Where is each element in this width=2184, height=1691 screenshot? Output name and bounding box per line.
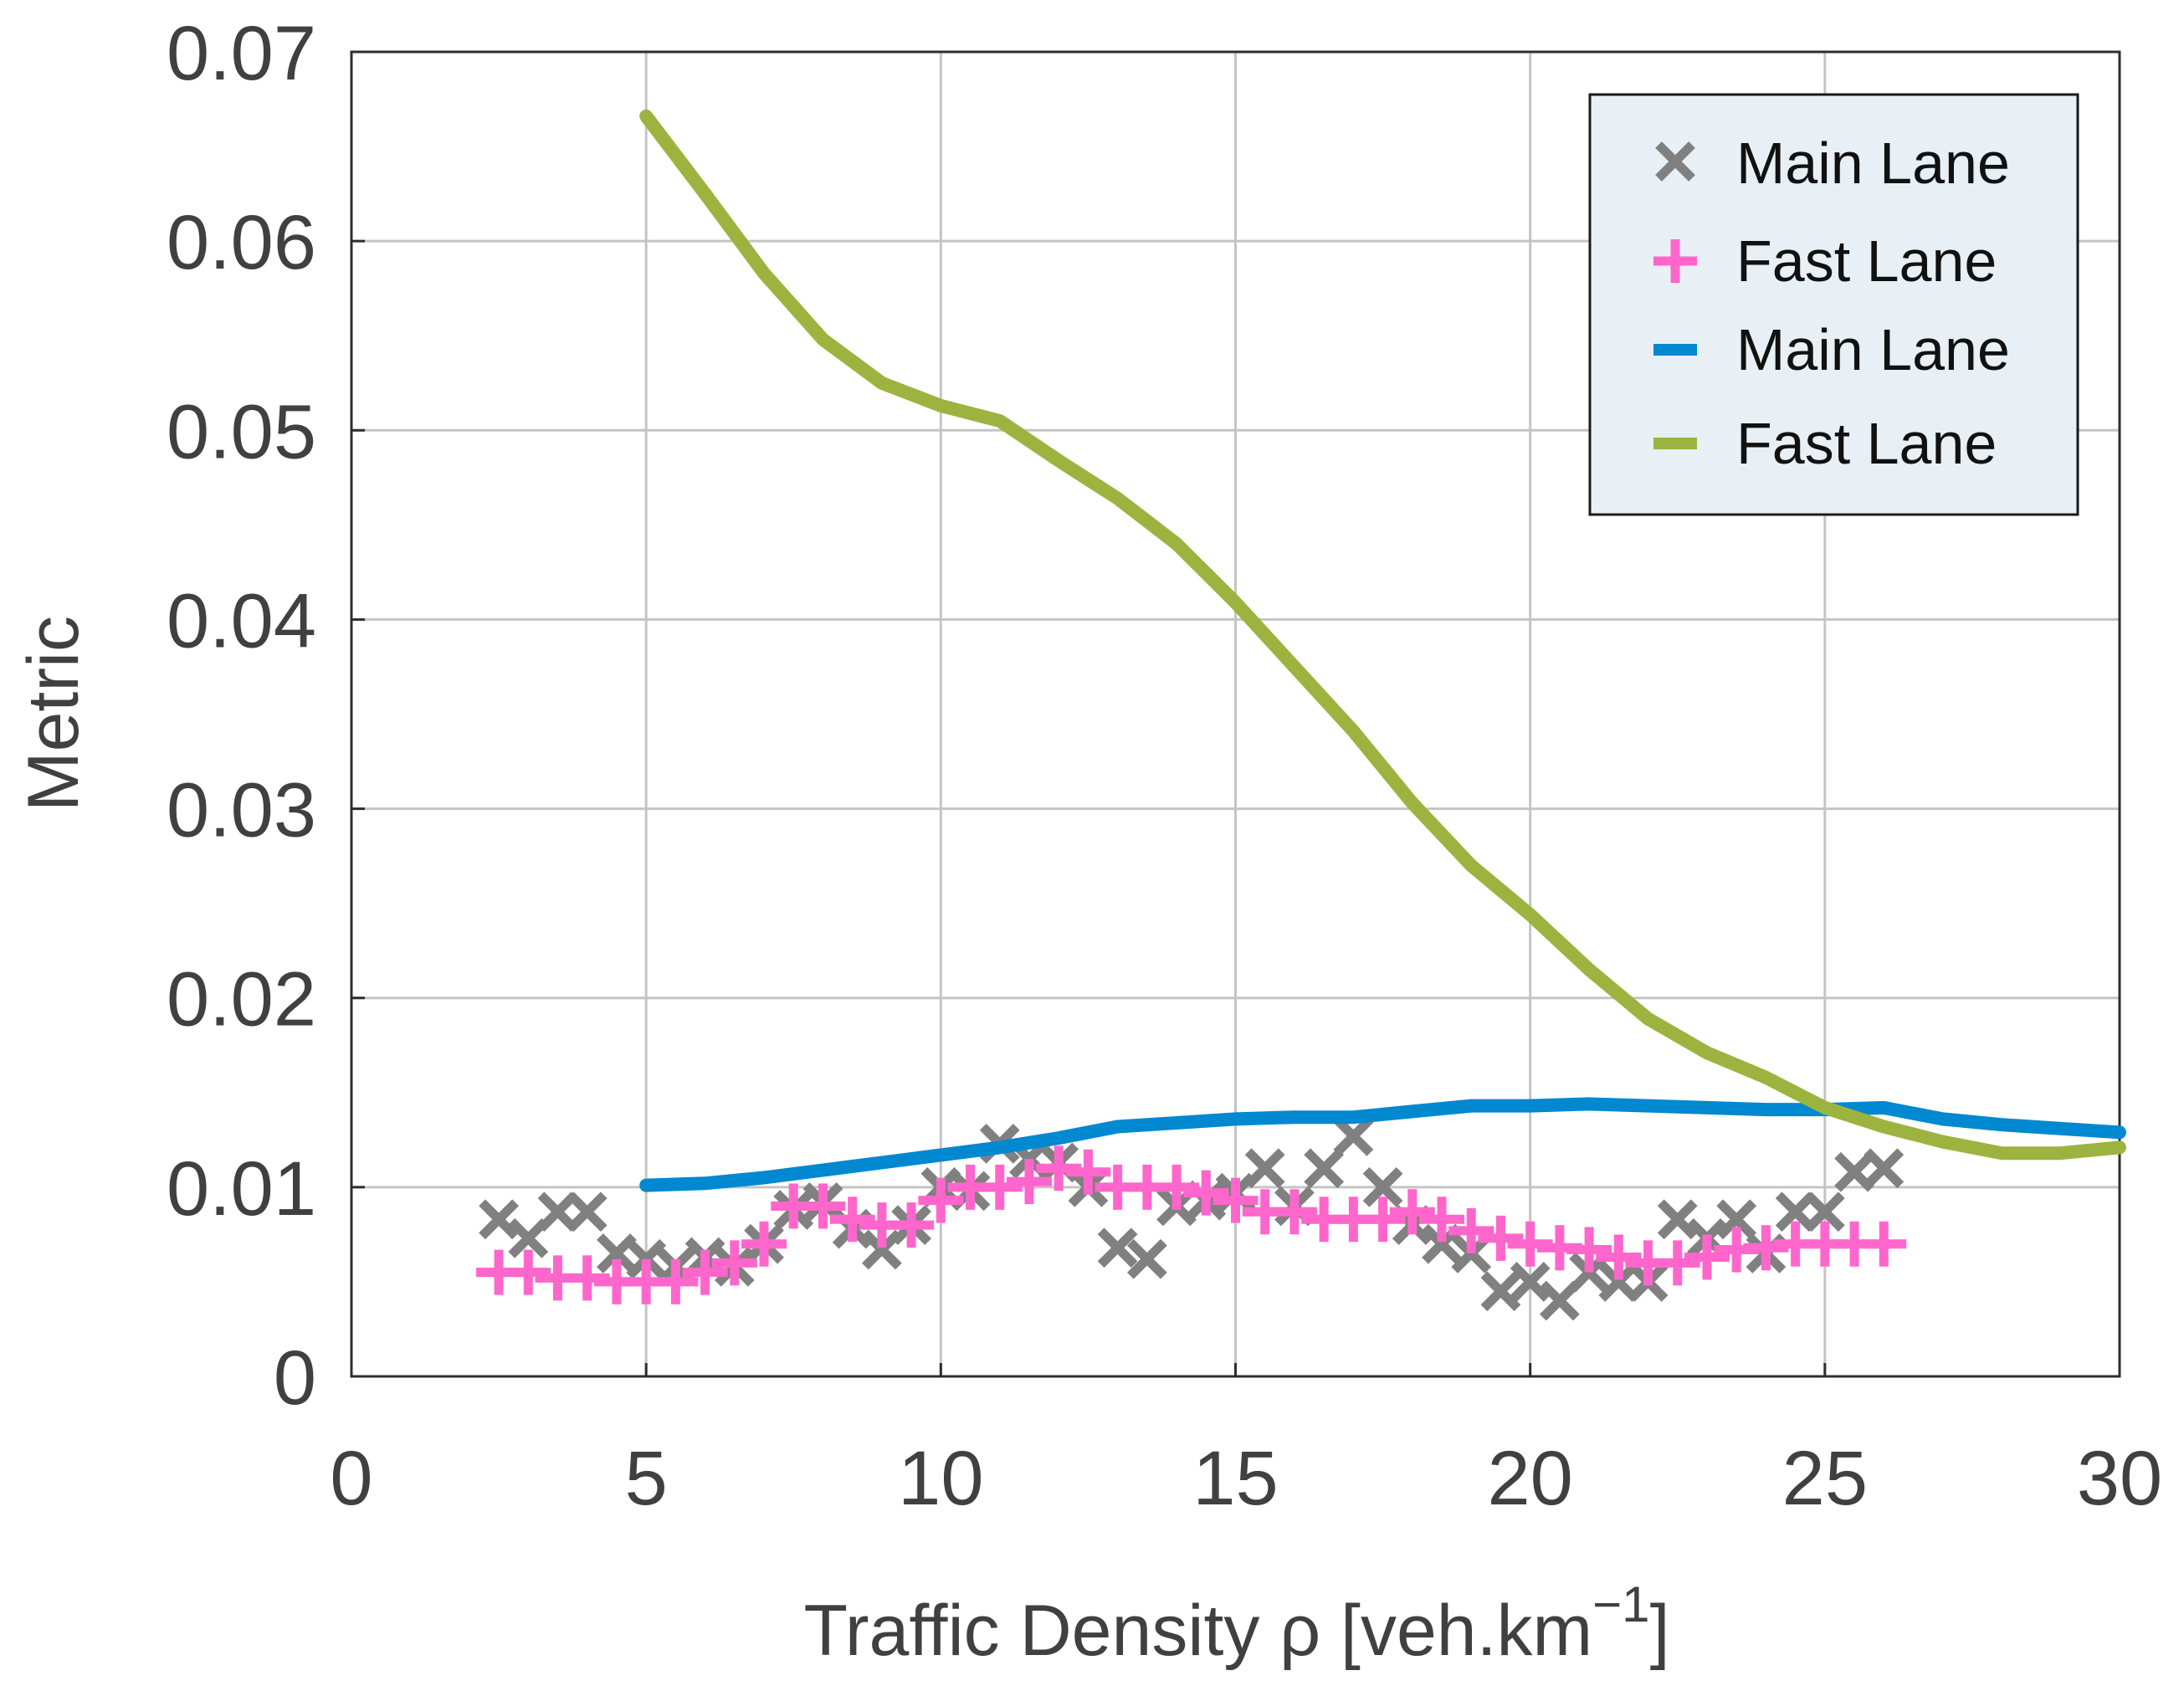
data-point-plus-marker — [1271, 1189, 1317, 1235]
legend-item-main-lane-line: Main Lane — [1653, 317, 2010, 382]
data-point-x-marker — [1657, 1199, 1698, 1240]
data-point-plus-marker — [1212, 1177, 1259, 1223]
data-point-plus-marker — [1654, 1240, 1700, 1286]
data-point-plus-marker — [918, 1177, 964, 1223]
data-point-x-marker — [1097, 1227, 1138, 1268]
data-point-x-marker — [537, 1191, 578, 1232]
data-point-x-marker — [567, 1191, 608, 1232]
legend-plus-marker-icon — [1653, 239, 1697, 283]
x-tick-label: 30 — [2077, 1436, 2162, 1521]
data-point-x-marker — [479, 1199, 519, 1240]
data-point-plus-marker — [1419, 1197, 1465, 1243]
legend-label: Fast Lane — [1736, 411, 1997, 476]
x-axis-title-main: Traffic Density ρ [veh.km — [804, 1591, 1593, 1671]
data-point-plus-marker — [1154, 1164, 1200, 1210]
y-tick-label: 0.02 — [167, 957, 316, 1043]
x-tick-label: 0 — [330, 1436, 372, 1521]
data-point-plus-marker — [1566, 1227, 1612, 1273]
data-point-plus-marker — [1183, 1170, 1229, 1216]
data-point-plus-marker — [505, 1249, 551, 1295]
data-point-plus-marker — [711, 1240, 757, 1286]
data-point-plus-marker — [741, 1221, 787, 1267]
data-point-plus-marker — [800, 1183, 846, 1229]
legend-label: Main Lane — [1736, 131, 2010, 196]
x-axis-title: Traffic Density ρ [veh.km−1] — [804, 1576, 1670, 1671]
x-tick-label: 20 — [1487, 1436, 1572, 1521]
y-tick-label: 0 — [274, 1335, 316, 1421]
data-point-plus-marker — [829, 1197, 875, 1243]
data-point-x-marker — [1333, 1115, 1374, 1156]
x-axis-title-close: ] — [1650, 1591, 1670, 1671]
y-tick-label: 0.06 — [167, 200, 316, 285]
x-axis-title-superscript: −1 — [1592, 1576, 1649, 1632]
data-point-plus-marker — [1065, 1149, 1111, 1195]
y-axis-title: Metric — [13, 616, 94, 812]
series-layer — [476, 109, 2126, 1321]
legend-label: Main Lane — [1736, 317, 2010, 382]
x-tick-label: 25 — [1782, 1436, 1868, 1521]
legend: Main Lane Fast Lane Main Lane Fast Lane — [1588, 93, 2079, 516]
x-tick-label: 5 — [625, 1436, 668, 1521]
data-point-x-marker — [1510, 1262, 1551, 1302]
data-point-plus-marker — [1478, 1215, 1524, 1261]
y-tick-label: 0.04 — [167, 578, 316, 664]
data-point-x-marker — [1126, 1238, 1167, 1279]
x-tick-label: 15 — [1192, 1436, 1278, 1521]
data-point-x-marker — [1480, 1271, 1521, 1312]
data-point-plus-marker — [1596, 1234, 1642, 1280]
series-3-fast-lane-line — [639, 109, 2126, 1161]
y-tick-label: 0.07 — [167, 11, 316, 96]
y-tick-label: 0.03 — [167, 768, 316, 853]
data-point-plus-marker — [682, 1249, 728, 1295]
data-point-plus-marker — [1684, 1234, 1730, 1280]
legend-item-fast-lane-line: Fast Lane — [1653, 411, 1997, 476]
data-point-x-marker — [1304, 1148, 1345, 1189]
series-line — [639, 1097, 2126, 1192]
legend-item-fast-lane-scatter: Fast Lane — [1653, 228, 1997, 294]
data-point-x-marker — [1716, 1199, 1757, 1240]
series-1-fast-lane-scatter — [476, 1145, 1907, 1304]
series-2-main-lane-line — [639, 1097, 2126, 1192]
data-point-x-marker — [1539, 1280, 1580, 1321]
legend-label: Fast Lane — [1736, 228, 1997, 294]
data-point-x-marker — [508, 1218, 549, 1258]
data-point-x-marker — [1804, 1191, 1845, 1232]
data-point-plus-marker — [1389, 1189, 1435, 1235]
data-point-x-marker — [1598, 1262, 1639, 1302]
data-point-plus-marker — [977, 1164, 1023, 1210]
data-point-x-marker — [1864, 1148, 1905, 1189]
legend-x-marker-icon — [1655, 141, 1695, 182]
data-point-plus-marker — [1861, 1221, 1907, 1267]
series-line — [639, 109, 2126, 1161]
data-point-plus-marker — [653, 1258, 699, 1304]
axis-ticks — [350, 50, 2121, 1378]
series-0-main-lane-scatter — [479, 1115, 1905, 1321]
x-tick-label: 10 — [898, 1436, 983, 1521]
data-point-plus-marker — [889, 1202, 935, 1248]
data-point-x-marker — [1775, 1191, 1816, 1232]
data-point-plus-marker — [1360, 1197, 1406, 1243]
data-point-x-marker — [1244, 1148, 1285, 1189]
data-point-x-marker — [626, 1238, 667, 1279]
data-point-plus-marker — [1006, 1159, 1052, 1205]
y-tick-label: 0.01 — [167, 1146, 316, 1232]
y-tick-label: 0.05 — [167, 389, 316, 474]
data-point-x-marker — [597, 1233, 637, 1273]
data-point-plus-marker — [1448, 1207, 1494, 1253]
data-point-x-marker — [1362, 1166, 1403, 1207]
legend-item-main-lane-scatter: Main Lane — [1655, 131, 2010, 196]
tick-labels: 0 5 10 15 20 25 30 0 0.01 0.02 0.03 0.04 0.05 0.06 0.0… — [167, 11, 2162, 1521]
